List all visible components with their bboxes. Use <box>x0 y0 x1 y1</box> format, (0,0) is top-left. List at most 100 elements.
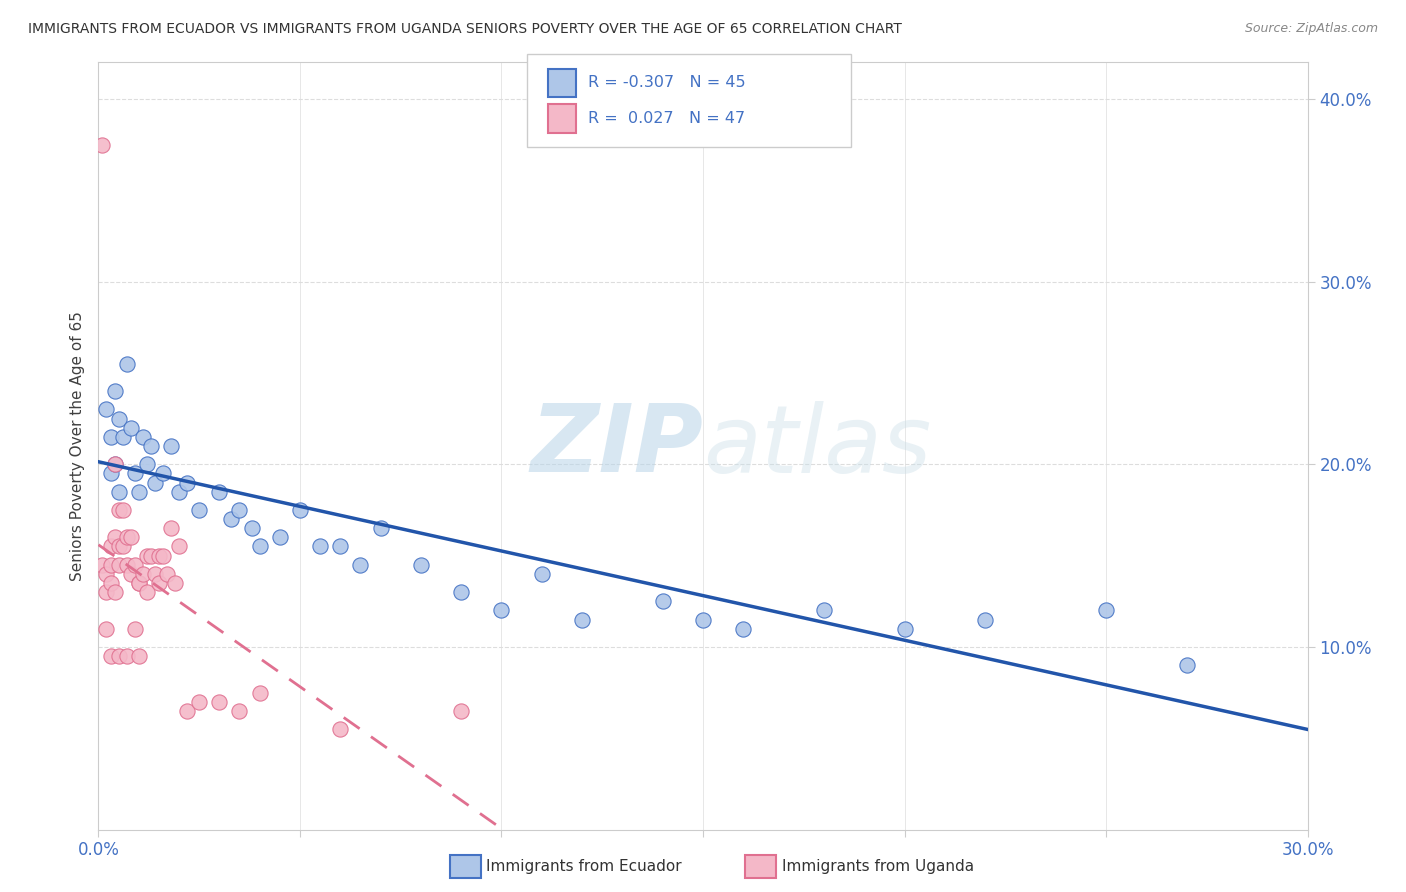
Point <box>269 530 291 544</box>
Point <box>288 503 311 517</box>
Point <box>450 585 472 599</box>
Point <box>132 430 155 444</box>
Point <box>148 576 170 591</box>
Point <box>139 549 162 563</box>
Point <box>893 622 915 636</box>
Point <box>100 558 122 572</box>
Point <box>1095 603 1118 617</box>
Point <box>115 558 138 572</box>
Point <box>1175 658 1198 673</box>
Point <box>571 613 593 627</box>
Point <box>107 503 129 517</box>
Point <box>135 457 157 471</box>
Point <box>143 566 166 581</box>
Point <box>450 704 472 718</box>
Text: Immigrants from Uganda: Immigrants from Uganda <box>782 859 974 873</box>
Y-axis label: Seniors Poverty Over the Age of 65: Seniors Poverty Over the Age of 65 <box>69 311 84 581</box>
Point <box>91 558 114 572</box>
Point <box>103 384 125 399</box>
Point <box>128 576 150 591</box>
Point <box>111 540 134 554</box>
Point <box>329 540 352 554</box>
Point <box>124 558 146 572</box>
Point <box>128 576 150 591</box>
Point <box>167 540 190 554</box>
Point <box>152 549 174 563</box>
Point <box>813 603 835 617</box>
Point <box>176 475 198 490</box>
Point <box>188 503 211 517</box>
Point <box>176 704 198 718</box>
Point <box>148 549 170 563</box>
Point <box>91 137 114 152</box>
Point <box>111 503 134 517</box>
Point <box>135 585 157 599</box>
Text: Source: ZipAtlas.com: Source: ZipAtlas.com <box>1244 22 1378 36</box>
Point <box>128 648 150 663</box>
Point <box>530 566 553 581</box>
Point <box>107 540 129 554</box>
Point <box>651 594 673 608</box>
Point <box>107 484 129 499</box>
Text: Immigrants from Ecuador: Immigrants from Ecuador <box>486 859 682 873</box>
Point <box>96 585 118 599</box>
Point <box>733 622 755 636</box>
Point <box>115 530 138 544</box>
Point <box>221 512 243 526</box>
Point <box>160 439 183 453</box>
Point <box>249 540 271 554</box>
Point <box>100 648 122 663</box>
Point <box>103 457 125 471</box>
Point <box>309 540 332 554</box>
Text: R = -0.307   N = 45: R = -0.307 N = 45 <box>588 76 745 90</box>
Point <box>132 566 155 581</box>
Point <box>96 402 118 417</box>
Point <box>152 467 174 481</box>
Text: atlas: atlas <box>703 401 931 491</box>
Point <box>228 704 250 718</box>
Point <box>124 622 146 636</box>
Point <box>692 613 714 627</box>
Point <box>249 685 271 699</box>
Point <box>409 558 432 572</box>
Point <box>115 648 138 663</box>
Point <box>228 503 250 517</box>
Point <box>120 566 142 581</box>
Point <box>143 475 166 490</box>
Point <box>103 585 125 599</box>
Point <box>124 467 146 481</box>
Text: R =  0.027   N = 47: R = 0.027 N = 47 <box>588 112 745 126</box>
Point <box>120 530 142 544</box>
Point <box>349 558 371 572</box>
Point <box>167 484 190 499</box>
Point <box>240 521 263 535</box>
Text: IMMIGRANTS FROM ECUADOR VS IMMIGRANTS FROM UGANDA SENIORS POVERTY OVER THE AGE O: IMMIGRANTS FROM ECUADOR VS IMMIGRANTS FR… <box>28 22 903 37</box>
Point <box>100 540 122 554</box>
Point <box>103 530 125 544</box>
Point <box>103 457 125 471</box>
Point <box>96 566 118 581</box>
Point <box>139 439 162 453</box>
Point <box>128 484 150 499</box>
Point <box>163 576 186 591</box>
Point <box>120 421 142 435</box>
Point <box>160 521 183 535</box>
Point <box>111 430 134 444</box>
Point <box>491 603 513 617</box>
Point <box>107 411 129 425</box>
Point <box>208 695 231 709</box>
Point <box>100 430 122 444</box>
Point <box>370 521 392 535</box>
Point <box>135 549 157 563</box>
Point <box>188 695 211 709</box>
Point <box>974 613 997 627</box>
Point <box>156 566 179 581</box>
Point <box>100 467 122 481</box>
Point <box>96 622 118 636</box>
Point <box>107 648 129 663</box>
Point <box>208 484 231 499</box>
Point <box>115 357 138 371</box>
Point <box>107 558 129 572</box>
Point <box>100 576 122 591</box>
Point <box>329 722 352 736</box>
